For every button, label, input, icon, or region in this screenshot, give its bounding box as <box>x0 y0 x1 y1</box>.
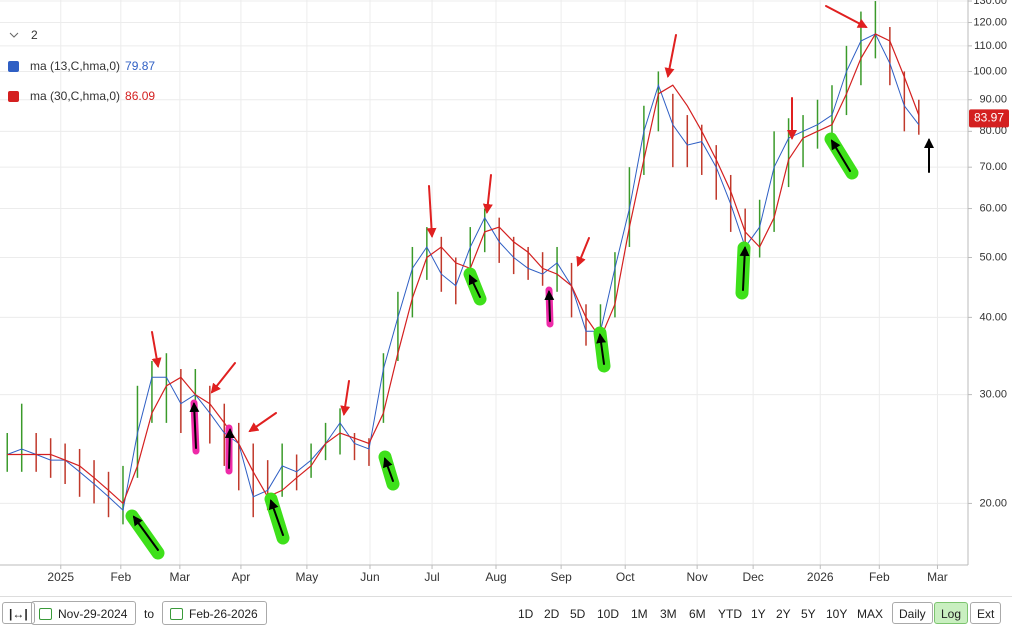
legend-label: ma (13,C,hma,0) <box>30 59 120 73</box>
x-tick-label: 2026 <box>807 570 834 584</box>
range-button[interactable]: 5D <box>570 607 586 621</box>
range-button[interactable]: 1D <box>518 607 534 621</box>
range-button[interactable]: 1M <box>631 607 648 621</box>
x-tick-label: Mar <box>927 570 948 584</box>
range-button[interactable]: 1Y <box>751 607 766 621</box>
range-button[interactable]: 10D <box>597 607 620 621</box>
annotations <box>125 5 934 560</box>
legend-value: 79.87 <box>125 59 155 73</box>
range-button[interactable]: 10Y <box>826 607 848 621</box>
range-button[interactable]: YTD <box>718 607 742 621</box>
x-tick-label: Aug <box>485 570 506 584</box>
y-axis-bg <box>968 0 1012 565</box>
y-tick-label: 120.00 <box>973 16 1007 28</box>
range-icon[interactable]: |↔| <box>2 602 35 624</box>
x-tick-label: Jun <box>360 570 379 584</box>
daily-button[interactable]: Daily <box>892 602 933 624</box>
x-tick-label: Sep <box>550 570 572 584</box>
chevron[interactable] <box>9 32 19 38</box>
x-tick-label: Nov <box>686 570 707 584</box>
x-tick-label: Feb <box>110 570 131 584</box>
x-tick-label: Apr <box>232 570 251 584</box>
last-price-box <box>969 109 1009 128</box>
y-tick-label: 110.00 <box>974 40 1007 52</box>
ma-line <box>7 33 920 512</box>
y-tick-label: 60.00 <box>979 202 1007 214</box>
x-tick-label: Dec <box>742 570 763 584</box>
log-button[interactable]: Log <box>934 602 969 624</box>
legend-label: ma (30,C,hma,0) <box>30 89 120 103</box>
y-tick-label: 130.00 <box>973 0 1007 7</box>
ext-button[interactable]: Ext <box>970 602 1002 624</box>
range-button[interactable]: 6M <box>689 607 706 621</box>
range-button[interactable]: MAX <box>857 607 884 621</box>
x-tick-label: Feb <box>869 570 890 584</box>
legend: 2 ma (13,C,hma,0) 79.87 ma (30,C,hma,0) 86.… <box>8 28 155 103</box>
range-button[interactable]: 2D <box>544 607 560 621</box>
last-price-label: 83.97 <box>974 111 1004 125</box>
range-button[interactable]: 3M <box>660 607 677 621</box>
y-tick-label: 20.00 <box>979 497 1007 509</box>
x-tick-label: Mar <box>170 570 191 584</box>
date-to[interactable]: Feb-26-2026 <box>162 601 267 625</box>
to-label: to <box>144 607 155 621</box>
legend-swatch <box>8 91 19 102</box>
y-tick-label: 50.00 <box>979 251 1007 263</box>
date-from[interactable]: Nov-29-2024 <box>31 601 137 625</box>
x-tick-label: Oct <box>616 570 635 584</box>
chart: 20.00 30.00 40.00 50.00 60.00 70.00 80.00 90.00… <box>0 0 1012 585</box>
x-tick-label: May <box>296 570 319 584</box>
range-button[interactable]: 5Y <box>801 607 816 621</box>
ma-line <box>7 33 920 505</box>
x-tick-label: Jul <box>424 570 439 584</box>
toolbar: |↔| Nov-29-2024 to Feb-26-2026 1D 2D 5D 10D… <box>0 596 1012 631</box>
y-tick-label: 100.00 <box>973 65 1007 77</box>
range-button[interactable]: 2Y <box>776 607 791 621</box>
x-tick-label: 2025 <box>47 570 74 584</box>
legend-value: 86.09 <box>125 89 155 103</box>
y-tick-label: 90.00 <box>979 94 1007 106</box>
legend-swatch <box>8 61 19 72</box>
y-tick-label: 30.00 <box>979 389 1007 401</box>
y-tick-label: 40.00 <box>979 311 1007 323</box>
legend-group: 2 <box>31 28 38 42</box>
y-tick-label: 80.00 <box>979 125 1007 137</box>
y-tick-label: 70.00 <box>979 161 1007 173</box>
